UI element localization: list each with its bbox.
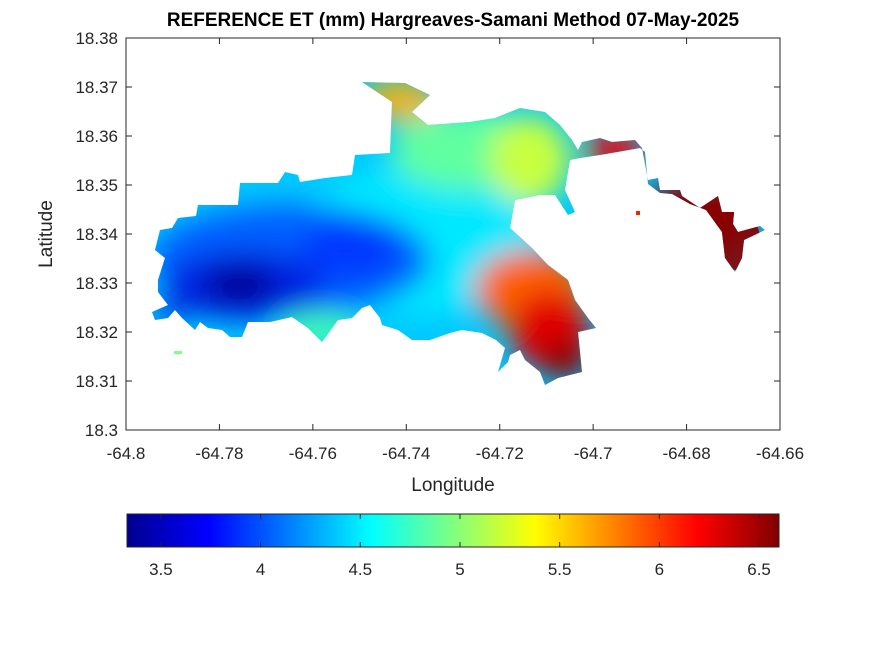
x-axis-label: Longitude: [411, 475, 494, 496]
colorbar-tick-label: 6: [655, 560, 664, 579]
cay-east: [636, 211, 640, 215]
field-blob-northeast: [490, 115, 570, 205]
x-tick-label: -64.74: [382, 444, 430, 463]
cay-west: [174, 351, 182, 354]
colorbar-ticks: 3.5 4 4.5 5 5.5 6 6.5: [149, 514, 771, 579]
x-tick-label: -64.76: [289, 444, 337, 463]
field-blob-low: [205, 267, 275, 303]
colorbar: [126, 513, 780, 548]
colorbar-tick-label: 5.5: [548, 560, 572, 579]
y-tick-label: 18.3: [85, 421, 118, 440]
x-axis-ticks: -64.8 -64.78 -64.76 -64.74 -64.72 -64.7 -64.68…: [107, 38, 804, 463]
x-tick-label: -64.78: [195, 444, 243, 463]
field-blob-se-dark: [540, 340, 590, 380]
x-tick-label: -64.72: [476, 444, 524, 463]
colorbar-tick-label: 4: [256, 560, 265, 579]
x-tick-label: -64.7: [574, 444, 613, 463]
y-tick-label: 18.37: [75, 78, 118, 97]
y-tick-label: 18.32: [75, 323, 118, 342]
colorbar-tick-label: 3.5: [149, 560, 173, 579]
y-tick-label: 18.34: [75, 225, 118, 244]
x-tick-label: -64.68: [662, 444, 710, 463]
colorbar-tick-label: 4.5: [348, 560, 372, 579]
colorbar-tick-label: 5: [455, 560, 464, 579]
colorbar-tick-label: 6.5: [747, 560, 771, 579]
y-tick-label: 18.38: [75, 29, 118, 48]
y-tick-label: 18.31: [75, 372, 118, 391]
y-tick-label: 18.33: [75, 274, 118, 293]
y-axis-label: Latitude: [36, 200, 57, 268]
y-tick-label: 18.35: [75, 176, 118, 195]
x-tick-label: -64.66: [756, 444, 804, 463]
y-tick-label: 18.36: [75, 127, 118, 146]
y-axis-ticks: 18.3 18.31 18.32 18.33 18.34 18.35 18.36 18.37 1…: [75, 29, 780, 440]
field-blob-midlow: [300, 220, 400, 280]
x-tick-label: -64.8: [107, 444, 146, 463]
chart-title: REFERENCE ET (mm) Hargreaves-Samani Meth…: [167, 10, 740, 31]
